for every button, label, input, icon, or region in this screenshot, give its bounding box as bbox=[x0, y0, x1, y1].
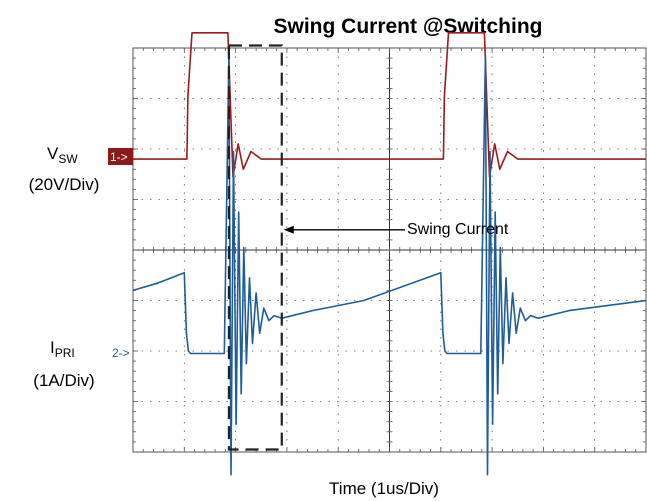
ch2-marker: 2-> bbox=[112, 346, 130, 360]
annotation-box bbox=[227, 44, 283, 451]
ch1-label-main: V bbox=[47, 144, 59, 163]
ch1-marker-tag bbox=[108, 148, 133, 165]
ch2-label: IPRI bbox=[50, 338, 75, 360]
ch2-trace bbox=[132, 54, 647, 476]
ch1-scale: (20V/Div) bbox=[29, 175, 100, 194]
annotation-label: Swing Current bbox=[407, 221, 509, 238]
scope-grid bbox=[132, 47, 647, 453]
annotation-overlay bbox=[227, 44, 405, 451]
ch2-scale: (1A/Div) bbox=[33, 371, 94, 390]
ch1-marker: 1-> bbox=[110, 150, 128, 164]
ch1-label-sub: SW bbox=[58, 152, 78, 166]
annotation-arrow-head bbox=[283, 225, 294, 234]
chart-title: Swing Current @Switching bbox=[274, 15, 543, 38]
traces bbox=[132, 31, 647, 476]
x-axis-label: Time (1us/Div) bbox=[329, 479, 439, 498]
ch1-trace bbox=[133, 31, 646, 178]
ch1-label: VSW bbox=[47, 144, 78, 166]
ch2-label-main: I bbox=[50, 338, 55, 357]
ch2-label-sub: PRI bbox=[55, 346, 75, 360]
